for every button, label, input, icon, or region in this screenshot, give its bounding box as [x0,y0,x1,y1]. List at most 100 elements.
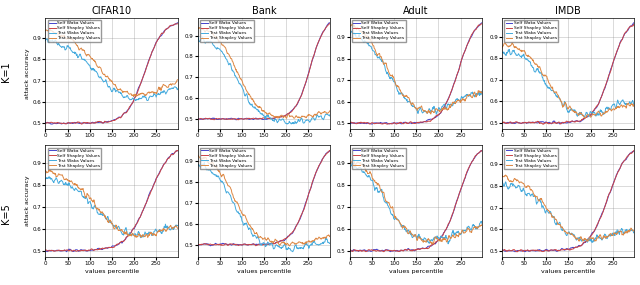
Self Shapley Values [174,149,182,152]
Test Waka Values [273,118,280,122]
Line: Test Shapley Values: Test Shapley Values [198,28,330,118]
Test Shapley Values [346,24,354,28]
Test Waka Values [315,243,323,247]
Self Waka Values [273,241,280,244]
Self Shapley Values [123,110,131,114]
Self Shapley Values [314,166,322,170]
Self Shapley Values [630,149,638,152]
Test Waka Values [306,121,314,124]
Test Shapley Values [286,244,294,248]
Test Shapley Values [195,26,202,29]
Self Waka Values [174,149,182,152]
Self Shapley Values [611,57,618,61]
Test Shapley Values [272,238,280,242]
Self Shapley Values [273,241,280,244]
Test Waka Values [121,229,129,232]
Line: Self Shapley Values: Self Shapley Values [502,150,634,252]
Self Shapley Values [210,118,218,121]
Test Waka Values [428,111,435,114]
Line: Self Waka Values: Self Waka Values [350,23,482,124]
Test Waka Values [467,93,475,96]
Self Waka Values [42,121,50,124]
Self Shapley Values [619,37,627,40]
Legend: Self Waka Values, Self Shapley Values, Test Waka Values, Test Shapley Values: Self Waka Values, Self Shapley Values, T… [504,148,558,169]
Test Waka Values [42,177,50,180]
Test Shapley Values [273,115,280,118]
Self Waka Values [478,149,486,152]
Test Waka Values [478,222,486,225]
Line: Self Shapley Values: Self Shapley Values [350,151,482,252]
Line: Test Shapley Values: Test Shapley Values [45,170,178,238]
Test Waka Values [42,39,49,42]
Test Shapley Values [584,240,591,243]
Test Waka Values [577,238,584,241]
Test Waka Values [273,243,280,247]
Title: CIFAR10: CIFAR10 [92,5,132,16]
Self Waka Values [194,244,202,247]
Legend: Self Waka Values, Self Shapley Values, Test Waka Values, Test Shapley Values: Self Waka Values, Self Shapley Values, T… [47,148,102,169]
Test Shapley Values [428,242,436,246]
Self Shapley Values [630,23,638,27]
Self Waka Values [458,185,466,188]
Self Waka Values [121,238,129,242]
Self Waka Values [63,250,70,253]
Self Waka Values [195,117,202,121]
Test Waka Values [42,177,49,181]
Test Shapley Values [315,110,323,113]
Test Shapley Values [123,232,131,235]
Self Shapley Values [42,122,50,125]
Self Shapley Values [173,149,181,152]
Test Shapley Values [174,227,182,230]
Self Shapley Values [306,190,314,193]
Test Shapley Values [154,230,162,234]
Test Waka Values [123,94,131,97]
Test Shapley Values [630,228,638,232]
Line: Self Shapley Values: Self Shapley Values [198,23,330,120]
Line: Self Shapley Values: Self Shapley Values [45,24,178,124]
Test Shapley Values [427,112,435,116]
Self Shapley Values [478,22,486,25]
Test Shapley Values [458,97,466,101]
Self Waka Values [273,116,281,119]
Test Shapley Values [273,239,280,242]
Test Shapley Values [283,117,291,120]
Self Shapley Values [326,149,334,152]
Self Waka Values [619,37,627,41]
Test Waka Values [348,29,355,33]
Self Shapley Values [428,119,435,122]
Test Shapley Values [467,230,475,233]
Self Waka Values [154,175,161,178]
Test Waka Values [154,229,162,233]
Self Waka Values [123,235,131,239]
Self Shapley Values [499,121,506,124]
Self Shapley Values [195,243,202,246]
Self Shapley Values [425,246,433,250]
Legend: Self Waka Values, Self Shapley Values, Test Waka Values, Test Shapley Values: Self Waka Values, Self Shapley Values, T… [504,20,558,42]
Test Shapley Values [194,153,202,157]
Test Waka Values [275,245,283,248]
Line: Self Waka Values: Self Waka Values [45,23,178,124]
Self Shapley Values [499,121,506,125]
Test Shapley Values [194,27,202,30]
Self Shapley Values [123,235,131,239]
Test Shapley Values [307,113,314,117]
Line: Test Shapley Values: Test Shapley Values [45,30,178,97]
Test Shapley Values [195,154,202,157]
Self Waka Values [123,109,131,113]
Test Waka Values [346,165,354,168]
Self Waka Values [577,244,585,247]
Test Waka Values [123,230,131,233]
Line: Test Waka Values: Test Waka Values [350,162,482,244]
Self Shapley Values [514,250,522,253]
Self Waka Values [306,190,314,193]
Self Shapley Values [326,149,333,152]
Line: Self Waka Values: Self Waka Values [350,150,482,252]
Test Waka Values [425,241,433,244]
Self Shapley Values [630,149,638,152]
Test Waka Values [619,98,627,101]
Y-axis label: attack accuracy: attack accuracy [25,176,29,226]
Line: Test Waka Values: Test Waka Values [502,49,634,117]
Test Waka Values [195,164,202,167]
Line: Self Shapley Values: Self Shapley Values [350,24,482,124]
Self Waka Values [630,150,638,154]
